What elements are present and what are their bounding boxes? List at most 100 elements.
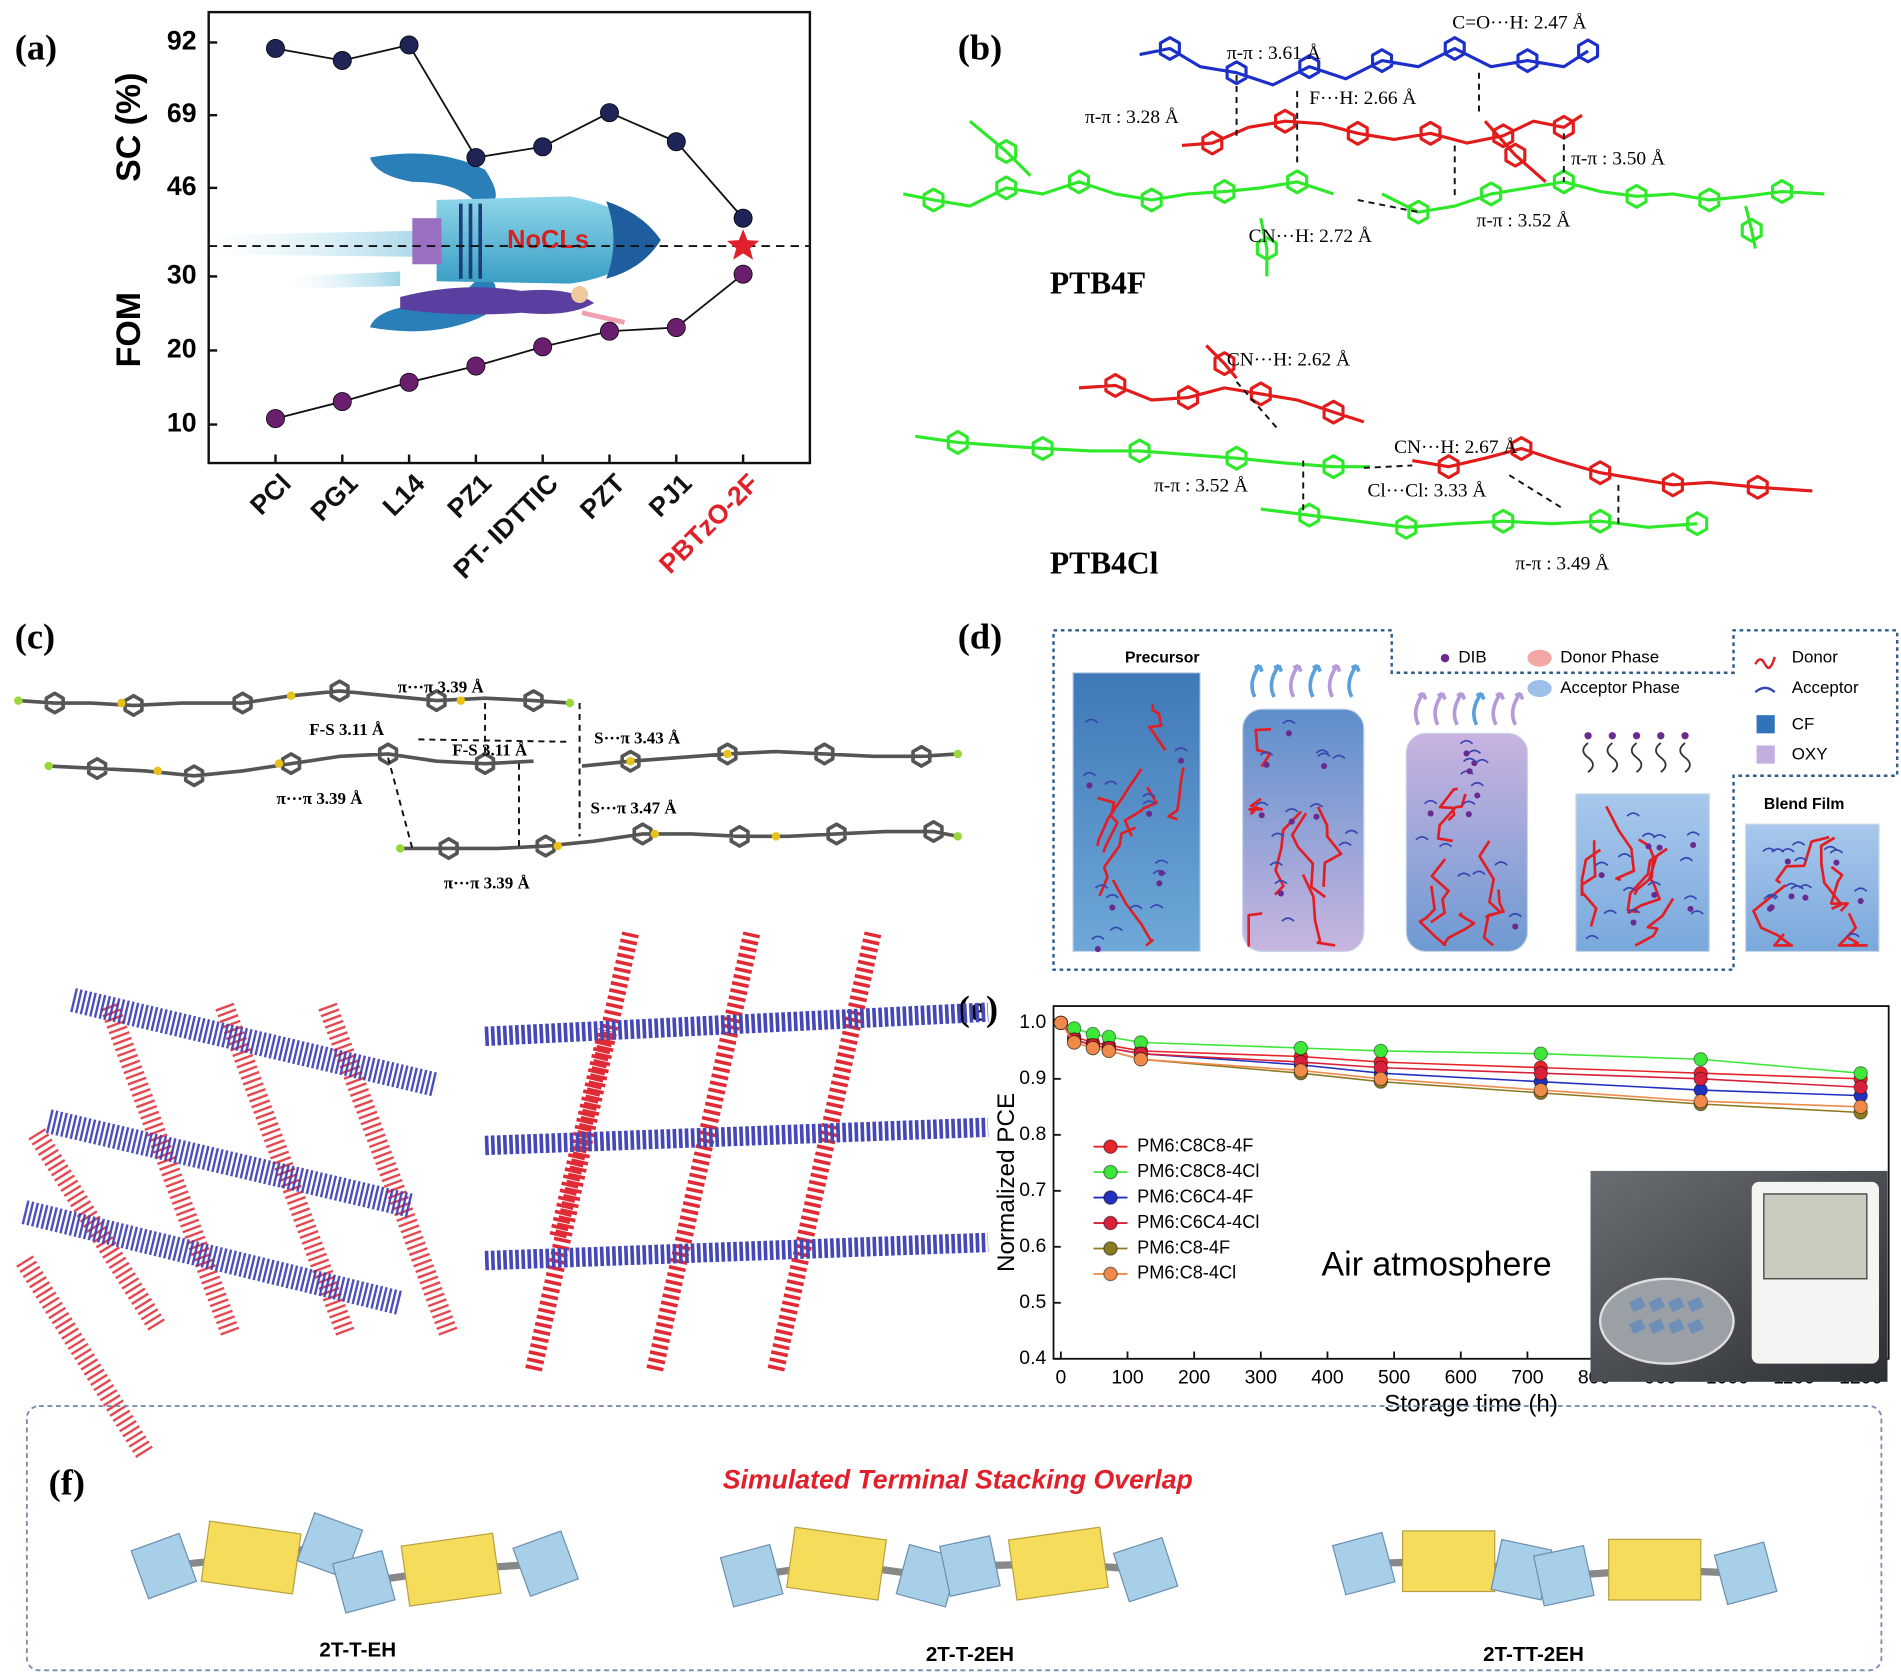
label: 92 — [167, 26, 197, 56]
legend-marker — [1103, 1241, 1118, 1256]
legend-marker — [1103, 1164, 1118, 1180]
pilot-arm — [581, 310, 625, 325]
molecule — [1181, 108, 1583, 156]
acceptor-chain — [1679, 856, 1694, 862]
molecule — [915, 429, 1370, 480]
label: PM6:C8-4F — [1137, 1237, 1230, 1257]
device — [1629, 1296, 1646, 1313]
dib — [1651, 891, 1658, 898]
terminal-unit — [938, 1535, 1001, 1597]
acceptor-chain — [1091, 935, 1105, 941]
label: 300 — [1245, 1366, 1278, 1388]
acceptor-chain — [1082, 771, 1097, 777]
dib — [1156, 880, 1163, 887]
label: (d) — [958, 616, 1002, 656]
dib — [1146, 810, 1153, 817]
dib — [1681, 732, 1689, 740]
donor-chain — [1097, 796, 1119, 853]
dib — [1656, 844, 1663, 851]
label: 30 — [167, 259, 197, 289]
point — [733, 264, 753, 284]
dib — [1427, 810, 1434, 817]
donor-chain — [1248, 797, 1264, 816]
acceptor-chain — [1763, 895, 1777, 900]
device — [1648, 1318, 1666, 1335]
fluorine-atom — [953, 749, 963, 759]
label: 600 — [1445, 1366, 1478, 1388]
release-curl — [1630, 742, 1643, 773]
donor-chain — [1580, 848, 1602, 927]
acceptor-chain — [1617, 853, 1632, 858]
sulfur-atom — [553, 841, 563, 851]
point — [1085, 1040, 1101, 1056]
acceptor-chain — [1790, 885, 1804, 890]
acceptor-chain — [1315, 749, 1329, 754]
star-marker — [726, 229, 760, 260]
label: NoCLs — [507, 226, 589, 254]
contact-line — [387, 757, 414, 849]
donor-chain — [1829, 865, 1849, 913]
terminal-unit — [719, 1543, 784, 1608]
dib — [1109, 904, 1116, 911]
dib — [1313, 813, 1320, 820]
label: CN···H: 2.62 Å — [1227, 350, 1350, 371]
dib — [1277, 890, 1284, 897]
acceptor-chain — [1626, 812, 1640, 817]
donor-chain — [1316, 806, 1343, 887]
acceptor-chain — [1462, 757, 1477, 763]
vapor-arrow — [1433, 691, 1447, 726]
label: Simulated Terminal Stacking Overlap — [723, 1464, 1193, 1494]
hygrometer-screen — [1763, 1193, 1868, 1280]
donor-chain — [1441, 912, 1476, 947]
acceptor-chain — [1154, 859, 1169, 865]
sulfur-atom — [771, 832, 781, 841]
acceptor-chain — [1415, 836, 1429, 841]
sulfur-atom — [650, 829, 659, 839]
contact-line — [1363, 464, 1413, 469]
dib — [1463, 750, 1470, 757]
film-box — [1405, 732, 1529, 953]
label: F-S 3.11 Å — [309, 720, 385, 739]
legend-oxy — [1756, 745, 1775, 764]
acceptor-chain — [1686, 831, 1700, 836]
acceptor-chain — [1508, 912, 1522, 918]
point — [1373, 1043, 1388, 1059]
series-line — [1060, 1022, 1861, 1108]
molecule — [1412, 436, 1813, 500]
legend-dib — [1440, 653, 1450, 663]
device — [1667, 1296, 1685, 1313]
acceptor-chain — [1105, 893, 1119, 899]
point — [1133, 1052, 1148, 1067]
point — [332, 51, 352, 70]
label: π-π : 3.50 Å — [1571, 148, 1665, 169]
dib — [1321, 763, 1328, 770]
acceptor-chain — [1594, 861, 1609, 867]
panel-frame — [25, 1405, 1883, 1672]
acceptor-chain — [1317, 752, 1331, 757]
point — [1533, 1046, 1548, 1061]
donor-chain — [1819, 836, 1843, 910]
vapor-arrow — [1510, 691, 1525, 726]
acceptor-chain — [1829, 849, 1844, 854]
label: PZ1 — [441, 468, 497, 524]
sulfur-atom — [153, 766, 163, 776]
acceptor-chain — [1332, 754, 1346, 760]
acceptor-chain — [1274, 879, 1288, 885]
point — [1853, 1066, 1868, 1081]
acceptor-chain — [1641, 832, 1656, 838]
donor-chain — [1430, 858, 1450, 924]
vapor-arrow — [1327, 663, 1342, 698]
dib — [1086, 782, 1093, 789]
molecule — [1483, 120, 1547, 184]
release-curl — [1655, 742, 1667, 773]
acceptor-chain — [1271, 832, 1285, 838]
acceptor-chain — [1457, 872, 1471, 877]
core-unit — [1007, 1526, 1109, 1601]
dib — [1766, 905, 1774, 912]
vapor-arrow — [1269, 663, 1284, 698]
label: PTB4F — [1050, 265, 1146, 300]
molecule — [1078, 372, 1365, 425]
molecule — [902, 169, 1335, 213]
donor-chain — [1482, 889, 1505, 947]
donor-chain — [1418, 885, 1447, 947]
